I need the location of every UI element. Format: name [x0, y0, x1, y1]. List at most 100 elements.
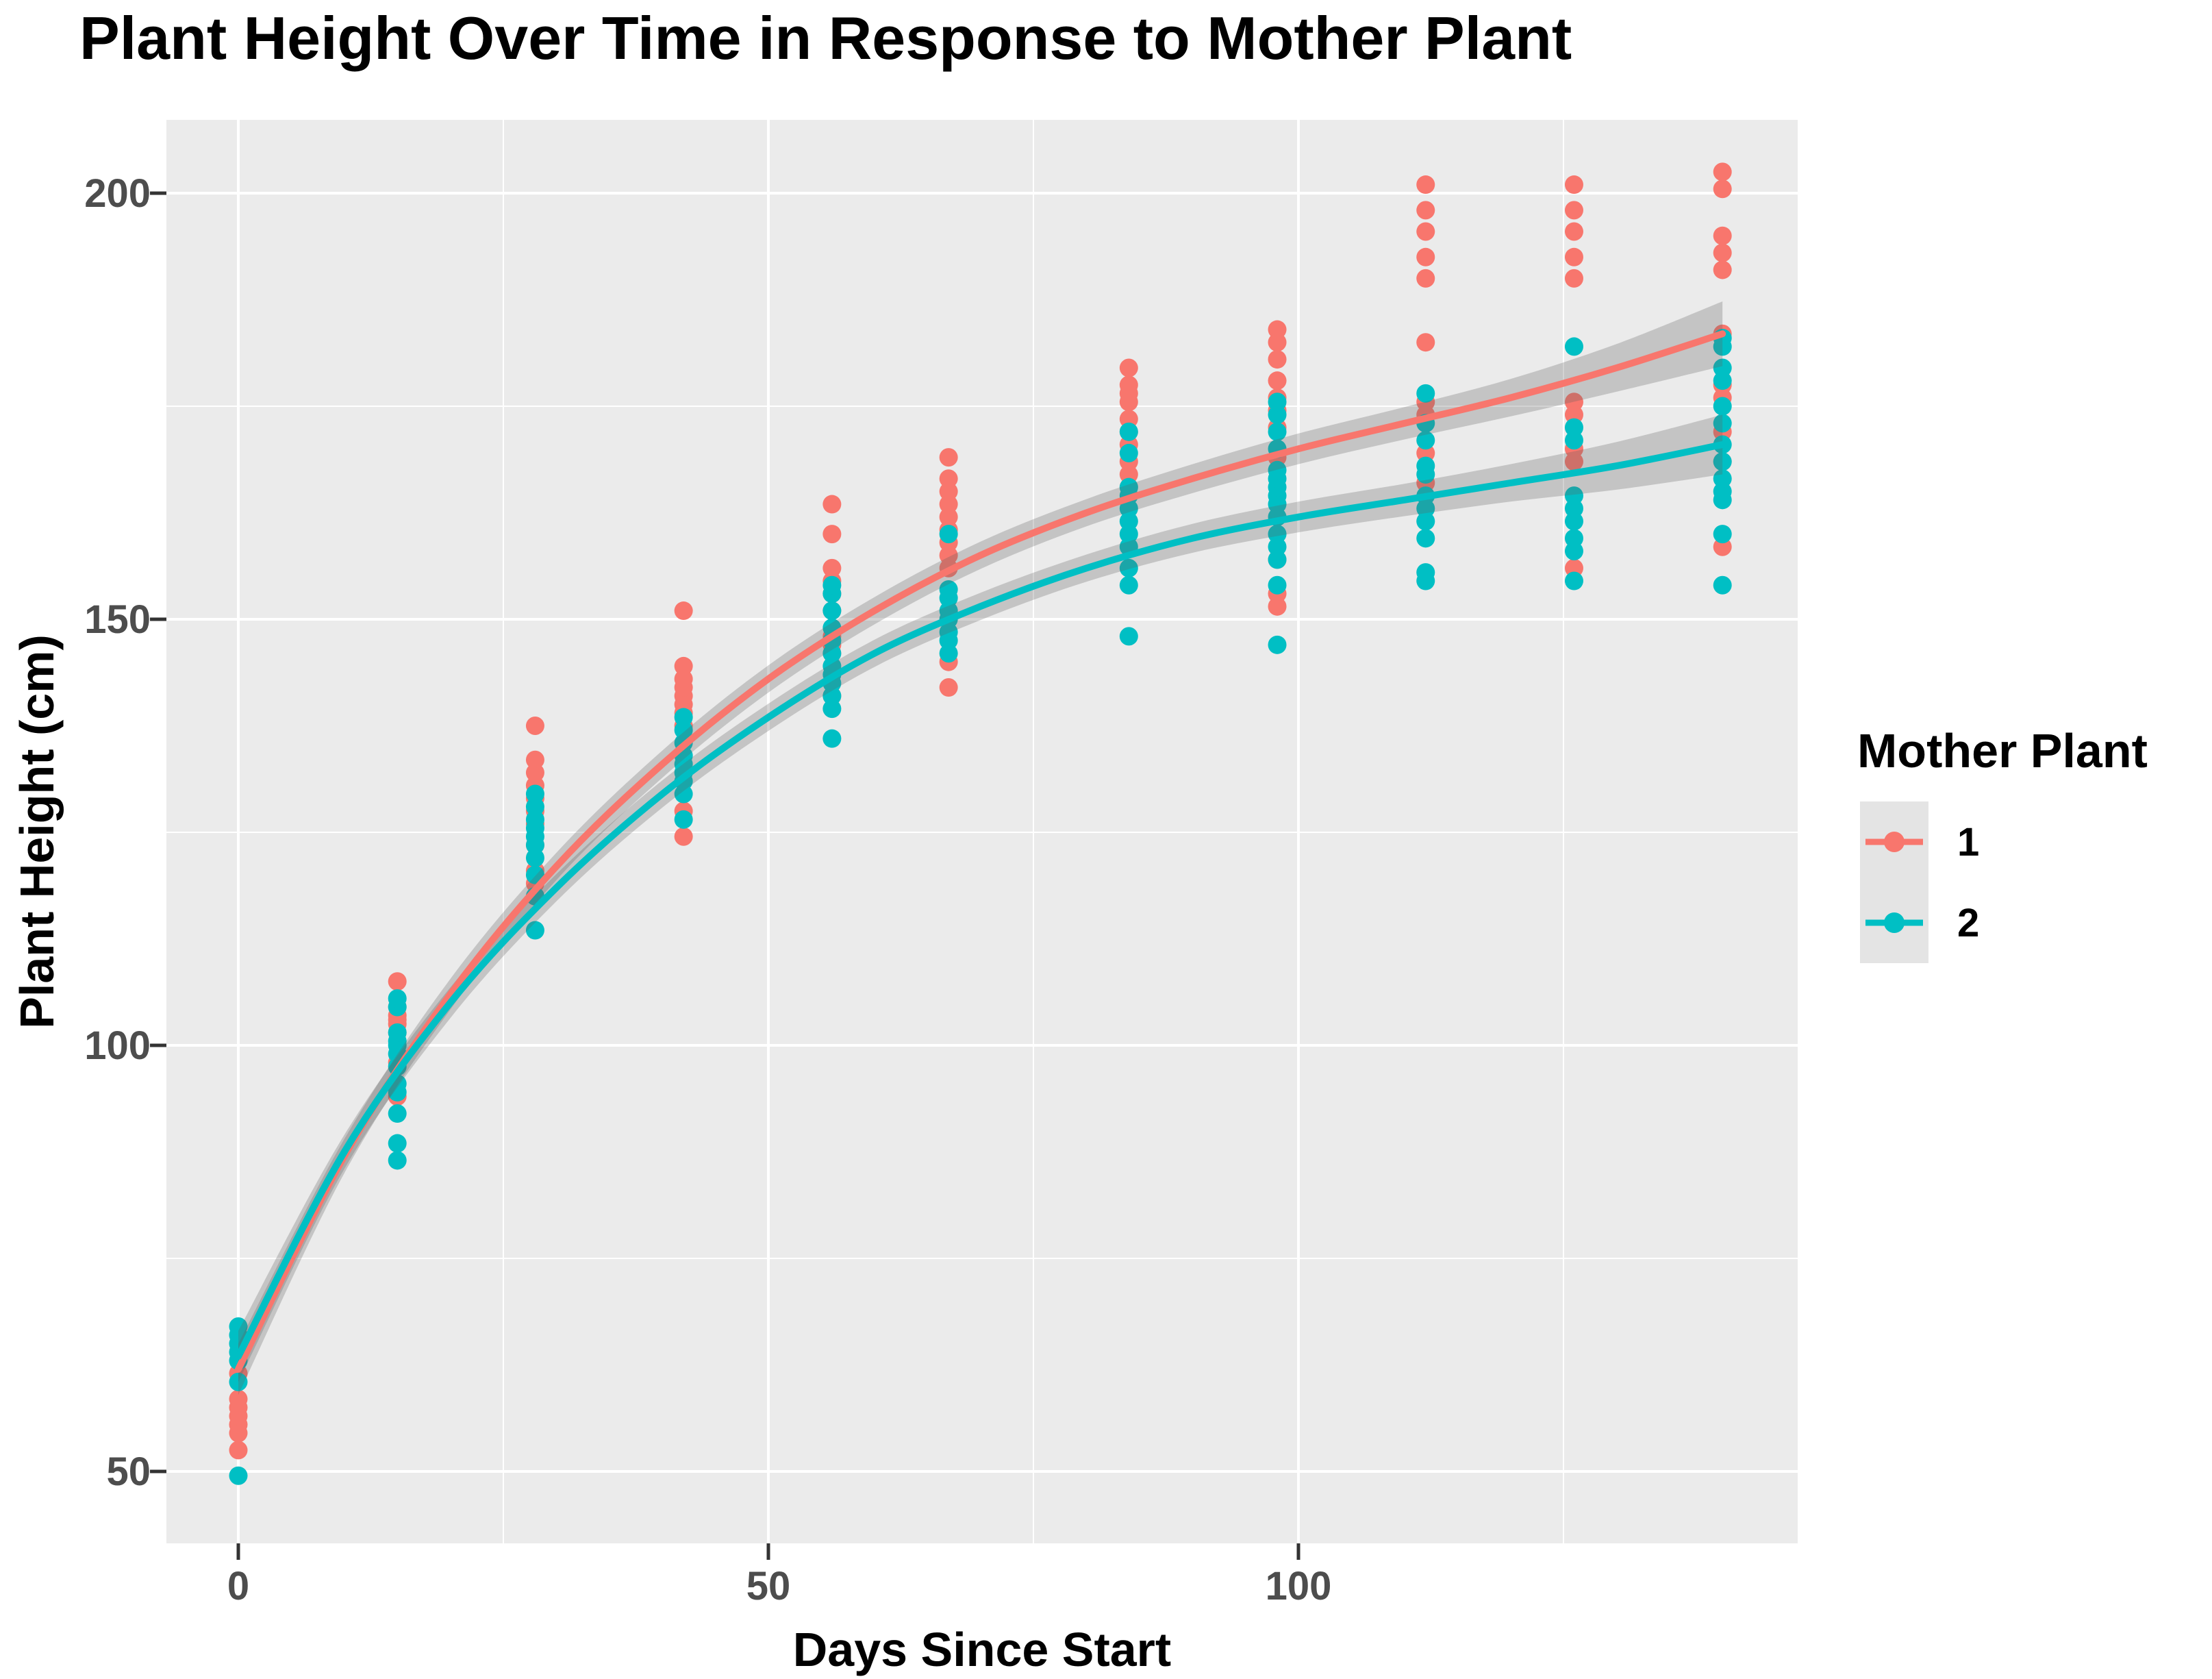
data-point: [939, 469, 958, 488]
data-point: [1713, 452, 1732, 471]
scatter-points-layer: [229, 162, 1732, 1485]
data-point: [822, 558, 842, 577]
data-point: [1268, 550, 1287, 569]
data-point: [388, 972, 407, 991]
data-point: [1713, 469, 1732, 488]
data-point: [388, 989, 407, 1008]
data-point: [1564, 486, 1583, 506]
data-point: [674, 784, 693, 804]
data-point: [229, 1317, 248, 1336]
data-point: [229, 1466, 248, 1485]
data-point: [1416, 499, 1435, 518]
data-point: [674, 656, 693, 675]
data-point: [822, 525, 842, 544]
data-point: [822, 699, 842, 719]
data-point: [1119, 512, 1138, 531]
data-point: [525, 717, 544, 735]
data-point: [1564, 201, 1583, 220]
data-point: [1564, 418, 1583, 437]
data-point: [674, 810, 693, 829]
data-point: [525, 921, 544, 940]
grid-minor-lines: [166, 120, 1798, 1543]
smooth-curves-layer: [235, 330, 1726, 1373]
data-point: [1268, 333, 1287, 352]
data-point: [822, 644, 842, 663]
data-point: [939, 525, 958, 544]
data-point: [1713, 226, 1732, 245]
data-point: [1416, 512, 1435, 531]
data-point: [1564, 222, 1583, 241]
x-axis-title: Days Since Start: [793, 1623, 1171, 1676]
data-point: [674, 721, 693, 740]
data-point: [1416, 384, 1435, 403]
data-point: [525, 848, 544, 867]
data-point: [1268, 320, 1287, 339]
data-point: [1416, 333, 1435, 352]
y-tick-label: 200: [84, 171, 151, 216]
data-point: [1713, 482, 1732, 501]
data-point: [525, 797, 544, 817]
data-point: [1268, 393, 1287, 412]
data-point: [1713, 371, 1732, 390]
data-point: [1564, 571, 1583, 590]
grid-major-lines: [166, 120, 1798, 1543]
data-point: [1416, 201, 1435, 220]
data-point: [388, 1151, 407, 1170]
data-point: [1119, 410, 1138, 429]
data-point: [939, 495, 958, 514]
data-point: [939, 448, 958, 467]
legend: Mother Plant 1 2: [1857, 724, 2148, 963]
data-point: [1268, 597, 1287, 616]
data-point: [674, 669, 693, 688]
data-point: [1713, 575, 1732, 595]
y-axis-title: Plant Height (cm): [10, 634, 64, 1029]
data-point: [939, 580, 958, 599]
data-point: [1268, 575, 1287, 595]
data-point: [1119, 477, 1138, 497]
data-point: [1564, 512, 1583, 531]
data-point: [1713, 179, 1732, 199]
chart-title: Plant Height Over Time in Response to Mo…: [79, 4, 1572, 72]
data-point: [1268, 350, 1287, 369]
data-point: [1564, 175, 1583, 195]
data-point: [229, 1372, 248, 1391]
data-point: [1119, 375, 1138, 395]
y-tick-label: 150: [84, 597, 151, 642]
data-point: [1416, 247, 1435, 266]
data-point: [939, 678, 958, 697]
smooth-curve: [235, 441, 1726, 1360]
data-point: [229, 1389, 248, 1408]
data-point: [1416, 456, 1435, 475]
axis-tick-marks: [150, 191, 1300, 1560]
data-point: [1119, 422, 1138, 441]
data-point: [939, 508, 958, 527]
data-point: [1119, 499, 1138, 518]
data-point: [1268, 537, 1287, 556]
smooth-curve: [235, 330, 1726, 1373]
data-point: [229, 1441, 248, 1460]
data-point: [1564, 337, 1583, 356]
data-point: [822, 686, 842, 706]
data-point: [525, 750, 544, 769]
data-point: [1713, 243, 1732, 262]
data-point: [1268, 460, 1287, 480]
data-point: [822, 729, 842, 748]
data-point: [674, 601, 693, 621]
legend-label-2: 2: [1957, 901, 1979, 945]
data-point: [1119, 627, 1138, 646]
data-point: [1713, 537, 1732, 556]
x-tick-label: 0: [227, 1564, 249, 1608]
data-point: [1713, 414, 1732, 433]
data-point: [1268, 635, 1287, 654]
data-point: [1713, 260, 1732, 279]
data-point: [939, 623, 958, 642]
data-point: [1268, 525, 1287, 544]
data-point: [822, 575, 842, 595]
data-point: [674, 827, 693, 846]
data-point: [1119, 358, 1138, 377]
x-tick-label: 50: [746, 1564, 791, 1608]
data-point: [388, 1104, 407, 1123]
y-tick-label: 100: [84, 1023, 151, 1068]
